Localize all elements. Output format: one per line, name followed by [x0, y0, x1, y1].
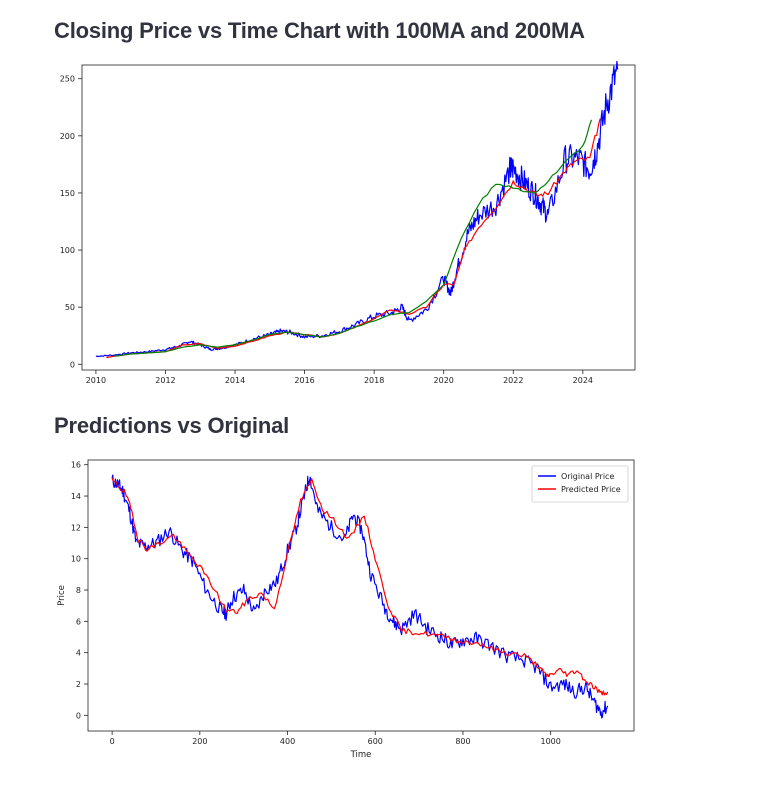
legend-label: Original Price — [561, 472, 614, 481]
x-tick-label: 2016 — [294, 376, 314, 385]
x-tick-label: 0 — [110, 737, 115, 746]
y-tick-label: 0 — [70, 360, 75, 369]
chart-title-predictions: Predictions vs Original — [54, 413, 290, 438]
x-tick-label: 800 — [455, 737, 470, 746]
y-tick-label: 8 — [76, 586, 81, 595]
series-line-2 — [113, 119, 593, 357]
series-line-1 — [106, 118, 601, 359]
x-tick-label: 1000 — [540, 737, 560, 746]
y-tick-label: 10 — [71, 555, 81, 564]
y-tick-label: 150 — [60, 189, 75, 198]
plot-area — [81, 64, 636, 371]
y-tick-label: 250 — [60, 75, 75, 84]
x-tick-label: 2024 — [573, 376, 593, 385]
series-line-1 — [111, 477, 609, 696]
y-tick-label: 0 — [76, 711, 81, 720]
legend-box — [531, 465, 629, 503]
y-axis-label: Price — [57, 585, 67, 606]
x-tick-label: 200 — [192, 737, 207, 746]
x-tick-label: 2014 — [225, 376, 245, 385]
y-tick-label: 6 — [76, 617, 81, 626]
x-tick-label: 2022 — [503, 376, 523, 385]
x-axis-label: Time — [350, 750, 372, 760]
x-tick-label: 2020 — [434, 376, 454, 385]
closing-price-chart: 2010 2012 2014 2016 2018 2020 2022 2024 0 50 100 15… — [60, 60, 636, 385]
y-tick-label: 16 — [71, 461, 81, 470]
x-tick-label: 600 — [368, 737, 383, 746]
x-tick-label: 2010 — [86, 376, 106, 385]
y-tick-label: 100 — [60, 246, 75, 255]
x-tick-label: 400 — [280, 737, 295, 746]
plot-area — [87, 459, 635, 732]
y-tick-label: 12 — [71, 523, 81, 532]
y-tick-label: 2 — [76, 680, 81, 689]
legend-label: Predicted Price — [561, 485, 621, 494]
x-tick-label: 2012 — [155, 376, 175, 385]
x-tick-label: 2018 — [364, 376, 384, 385]
y-tick-label: 50 — [65, 303, 75, 312]
y-tick-label: 14 — [71, 492, 81, 501]
y-tick-label: 4 — [76, 649, 81, 658]
chart-title-closing-price: Closing Price vs Time Chart with 100MA a… — [54, 18, 585, 43]
y-tick-label: 200 — [60, 132, 75, 141]
